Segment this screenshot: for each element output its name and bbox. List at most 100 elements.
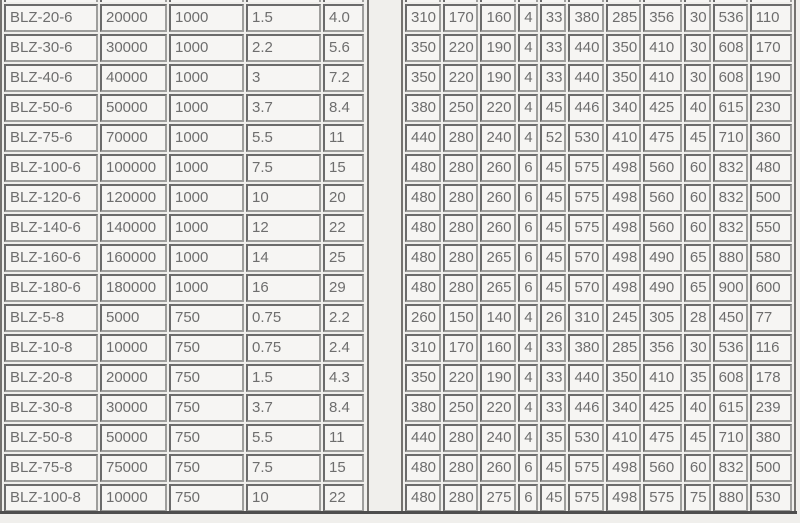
table-cell: 260 bbox=[480, 154, 517, 182]
table-cell: 832 bbox=[712, 154, 748, 182]
table-cell: 480 bbox=[405, 484, 441, 512]
table-cell: 33 bbox=[539, 34, 567, 62]
table-cell: 240 bbox=[480, 124, 517, 152]
table-cell: 10 bbox=[246, 484, 321, 512]
table-cell: 750 bbox=[169, 394, 244, 422]
table-cell: 570 bbox=[568, 274, 605, 302]
table-cell: 560 bbox=[643, 454, 682, 482]
table-cell: 280 bbox=[442, 484, 479, 512]
table-cell: 30 bbox=[683, 34, 711, 62]
table-cell: 3.7 bbox=[246, 94, 321, 122]
table-cell: 0.75 bbox=[246, 334, 321, 362]
table-cell: 1.5 bbox=[246, 364, 321, 392]
table-row: 480 280 260 6 45 575 498 560 60 832 550 bbox=[405, 214, 792, 242]
model-cell: BLZ-75-8 bbox=[4, 454, 98, 482]
table-cell bbox=[405, 0, 441, 2]
table-bottom-border-line bbox=[0, 511, 797, 514]
table-cell: 30000 bbox=[100, 394, 167, 422]
table-cell: 5.5 bbox=[246, 424, 321, 452]
table-cell: 15 bbox=[323, 454, 364, 482]
table-cell: 410 bbox=[606, 124, 642, 152]
table-cell: 498 bbox=[606, 214, 642, 242]
table-cell: 5.6 bbox=[323, 34, 364, 62]
table-row: BLZ-180-6 180000 1000 16 29 bbox=[4, 274, 364, 302]
table-row: 260 150 140 4 26 310 245 305 28 450 77 bbox=[405, 304, 792, 332]
table-cell: 750 bbox=[169, 364, 244, 392]
table-cell: 490 bbox=[643, 274, 682, 302]
table-cell: 8.4 bbox=[323, 94, 364, 122]
table-cell: 310 bbox=[405, 4, 441, 32]
table-row: 380 250 220 4 45 446 340 425 40 615 230 bbox=[405, 94, 792, 122]
table-cell: 6 bbox=[518, 214, 538, 242]
table-cell: 4 bbox=[518, 334, 538, 362]
table-cell: 22 bbox=[323, 484, 364, 512]
table-cell: 356 bbox=[643, 334, 682, 362]
table-cell: 500 bbox=[749, 184, 792, 212]
table-cell: 305 bbox=[643, 304, 682, 332]
table-cell: 880 bbox=[712, 244, 748, 272]
table-cell: 220 bbox=[480, 394, 517, 422]
table-cell: 3.7 bbox=[246, 394, 321, 422]
table-cell: 280 bbox=[442, 154, 479, 182]
table-cell: 33 bbox=[539, 4, 567, 32]
table-cell: 265 bbox=[480, 244, 517, 272]
table-cell bbox=[518, 0, 538, 2]
table-cell: 570 bbox=[568, 244, 605, 272]
table-cell: 280 bbox=[442, 244, 479, 272]
table-cell: 30 bbox=[683, 4, 711, 32]
table-cell: 480 bbox=[405, 454, 441, 482]
table-cell: 10000 bbox=[100, 334, 167, 362]
table-cell: 6 bbox=[518, 244, 538, 272]
table-cell: 40 bbox=[683, 94, 711, 122]
table-cell: 110 bbox=[749, 4, 792, 32]
table-cell: 1000 bbox=[169, 34, 244, 62]
table-cell: 480 bbox=[405, 214, 441, 242]
table-cell: 1000 bbox=[169, 94, 244, 122]
table-cell: 45 bbox=[539, 94, 567, 122]
table-cell: 5.5 bbox=[246, 124, 321, 152]
table-cell: 6 bbox=[518, 184, 538, 212]
model-cell: BLZ-30-8 bbox=[4, 394, 98, 422]
table-cell: 380 bbox=[568, 334, 605, 362]
table-row: BLZ-10-8 10000 750 0.75 2.4 bbox=[4, 334, 364, 362]
table-cell: 575 bbox=[568, 484, 605, 512]
table-cell: 45 bbox=[539, 454, 567, 482]
table-cell: 26 bbox=[539, 304, 567, 332]
table-cell: 250 bbox=[442, 94, 479, 122]
table-row: 440 280 240 4 52 530 410 475 45 710 360 bbox=[405, 124, 792, 152]
table-cell: 360 bbox=[749, 124, 792, 152]
table-cell bbox=[480, 0, 517, 2]
table-cell: 710 bbox=[712, 424, 748, 452]
table-cell: 350 bbox=[606, 64, 642, 92]
table-cell: 1000 bbox=[169, 214, 244, 242]
table-cell: 536 bbox=[712, 334, 748, 362]
table-cell: 190 bbox=[480, 64, 517, 92]
table-cell: 250 bbox=[442, 394, 479, 422]
table-row: BLZ-50-6 50000 1000 3.7 8.4 bbox=[4, 94, 364, 122]
table-cell: 52 bbox=[539, 124, 567, 152]
model-cell: BLZ-20-8 bbox=[4, 364, 98, 392]
table-cell: 530 bbox=[568, 124, 605, 152]
table-cell: 575 bbox=[568, 184, 605, 212]
table-row: BLZ-30-8 30000 750 3.7 8.4 bbox=[4, 394, 364, 422]
table-cell: 30 bbox=[683, 64, 711, 92]
table-cell: 75000 bbox=[100, 454, 167, 482]
table-cell: 3 bbox=[246, 64, 321, 92]
table-cell: 230 bbox=[749, 94, 792, 122]
table-cell: 560 bbox=[643, 154, 682, 182]
table-cell: 170 bbox=[749, 34, 792, 62]
table-cell: 425 bbox=[643, 94, 682, 122]
table-cell: 4 bbox=[518, 424, 538, 452]
table-cell: 45 bbox=[539, 484, 567, 512]
table-cell: 480 bbox=[405, 184, 441, 212]
table-row: BLZ-20-8 20000 750 1.5 4.3 bbox=[4, 364, 364, 392]
table-cell: 280 bbox=[442, 124, 479, 152]
table-cell: 160000 bbox=[100, 244, 167, 272]
table-cell: 440 bbox=[405, 424, 441, 452]
table-cell bbox=[4, 0, 98, 2]
table-cell: 30 bbox=[683, 334, 711, 362]
table-cell: 356 bbox=[643, 4, 682, 32]
table-cell: 1000 bbox=[169, 184, 244, 212]
table-row: 480 280 275 6 45 575 498 575 75 880 530 bbox=[405, 484, 792, 512]
table-cell bbox=[246, 0, 321, 2]
